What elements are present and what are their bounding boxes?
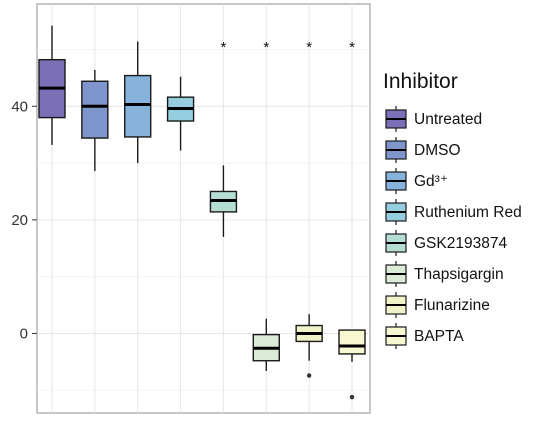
y-tick-label: 20 [11, 212, 28, 229]
y-tick-label: 40 [11, 98, 28, 115]
box-7 [295, 314, 323, 378]
box-8 [338, 329, 366, 400]
box-4 [166, 76, 195, 151]
legend-label: BAPTA [414, 328, 464, 345]
legend-label: Thapsigargin [414, 266, 504, 283]
significance-marker: * [221, 39, 227, 56]
box-5 [209, 165, 238, 237]
significance-marker: * [306, 39, 312, 56]
box-6 [252, 318, 280, 371]
boxes [38, 25, 366, 400]
iqr-box [124, 74, 152, 138]
legend-item-3: Gd³⁺ [385, 168, 448, 194]
significance-markers: * * * * [221, 39, 356, 56]
legend-label: GSK2193874 [414, 235, 507, 252]
legend: Inhibitor Untreated DMSO Gd³⁺ Ruthenium Red… [383, 70, 522, 349]
legend-item-8: BAPTA [385, 323, 464, 349]
legend-label: Flunarizine [414, 297, 490, 314]
box-1 [38, 25, 66, 145]
legend-item-4: Ruthenium Red [385, 199, 522, 225]
iqr-box [81, 80, 109, 139]
y-tick-label: 0 [20, 325, 28, 342]
box-3 [124, 41, 152, 164]
legend-item-5: GSK2193874 [385, 230, 507, 256]
y-axis: 0 20 40 [11, 98, 37, 342]
iqr-box [338, 329, 366, 355]
outlier-point [306, 373, 312, 378]
significance-marker: * [349, 39, 355, 56]
legend-item-6: Thapsigargin [385, 261, 504, 287]
plot-panel [36, 3, 371, 414]
legend-title: Inhibitor [383, 70, 458, 93]
legend-label: Gd³⁺ [414, 173, 448, 190]
outlier-point [349, 394, 355, 400]
legend-item-1: Untreated [385, 106, 482, 132]
legend-item-2: DMSO [385, 137, 461, 163]
legend-item-7: Flunarizine [385, 292, 490, 318]
significance-marker: * [263, 39, 269, 56]
legend-label: DMSO [414, 142, 461, 159]
legend-label: Ruthenium Red [414, 204, 522, 221]
legend-label: Untreated [414, 111, 482, 128]
box-2 [81, 69, 109, 172]
